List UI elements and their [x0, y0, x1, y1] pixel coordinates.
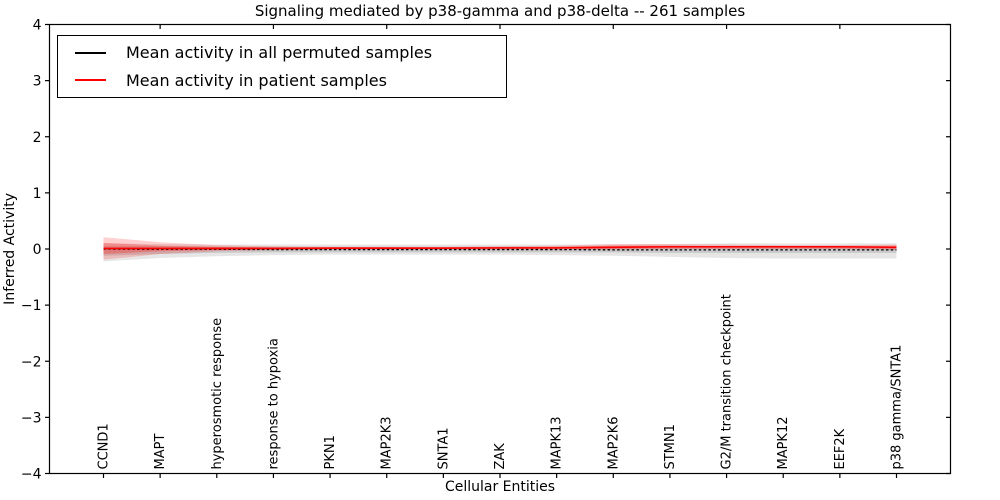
y-tick-label: −2	[21, 354, 42, 370]
permuted-mean-line	[103, 248, 897, 251]
x-tick-label: MAP2K6	[606, 416, 621, 469]
legend-label-permuted: Mean activity in all permuted samples	[126, 43, 433, 63]
chart-title: Signaling mediated by p38-gamma and p38-…	[254, 2, 746, 20]
x-tick-label: CCND1	[97, 423, 112, 469]
x-tick-label: G2/M transition checkpoint	[720, 294, 735, 469]
legend-item-patient: Mean activity in patient samples	[58, 67, 506, 93]
x-tick-label: MAPK12	[776, 416, 791, 469]
x-tick-label: SNTA1	[436, 427, 451, 469]
y-tick-label: 4	[33, 18, 42, 34]
x-tick-label: ZAK	[493, 443, 508, 470]
x-tick-label: PKN1	[323, 435, 338, 469]
permuted-line-swatch	[75, 51, 106, 54]
patient-line-swatch	[75, 79, 106, 82]
x-tick-label: MAPK13	[550, 416, 565, 469]
x-tick-label: hyperosmotic response	[210, 318, 225, 470]
y-tick-label: 3	[33, 74, 42, 90]
y-tick-label: 2	[33, 130, 42, 146]
patient-mean-line	[103, 245, 897, 250]
y-tick-label: 1	[33, 186, 42, 202]
y-tick-label: 0	[33, 242, 42, 258]
x-tick-label: STMN1	[663, 424, 678, 469]
x-tick-label: response to hypoxia	[266, 338, 281, 469]
legend-label-patient: Mean activity in patient samples	[126, 70, 387, 90]
x-tick-label: MAPT	[153, 434, 168, 470]
x-tick-label: MAP2K3	[380, 416, 395, 469]
y-tick-label: −4	[21, 467, 42, 483]
y-tick-label: −1	[21, 298, 42, 314]
x-tick-label: EEF2K	[833, 428, 848, 469]
x-axis-label: Cellular Entities	[444, 479, 556, 495]
y-tick-label: −3	[21, 410, 42, 426]
x-tick-label: p38 gamma/SNTA1	[890, 345, 905, 470]
legend: Mean activity in all permuted samples Me…	[57, 35, 507, 98]
legend-item-permuted: Mean activity in all permuted samples	[58, 40, 506, 66]
